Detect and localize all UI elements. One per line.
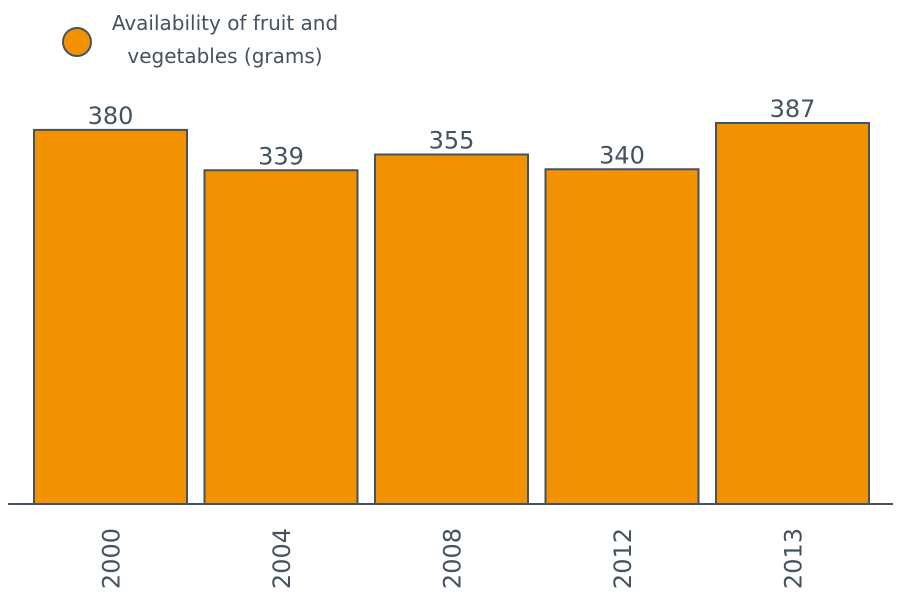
bars	[33, 122, 870, 505]
x-tick-label-2004: 2004	[268, 528, 296, 589]
bar-2012	[544, 168, 700, 505]
legend-label-line-1: Availability of fruit and	[112, 11, 338, 35]
bar-2013	[715, 122, 870, 505]
value-labels: 380 339 355 340 387	[88, 95, 816, 170]
x-tick-labels: 2000 2004 2008 2012 2013	[98, 528, 808, 589]
value-label-2004: 339	[258, 142, 304, 170]
bar-2000	[33, 128, 188, 505]
value-label-2013: 387	[770, 95, 816, 123]
legend-swatch	[62, 27, 92, 57]
x-tick-label-2013: 2013	[780, 528, 808, 589]
x-tick-label-2008: 2008	[439, 528, 467, 589]
legend: Availability of fruit and vegetables (gr…	[62, 11, 338, 68]
value-label-2012: 340	[599, 141, 645, 169]
value-label-2008: 355	[429, 127, 475, 155]
bar-2008	[374, 153, 529, 505]
bar-2004	[203, 169, 359, 505]
x-tick-label-2000: 2000	[98, 528, 126, 589]
legend-label-line-2: vegetables (grams)	[127, 44, 322, 68]
value-label-2000: 380	[88, 102, 134, 130]
x-tick-label-2012: 2012	[609, 528, 637, 589]
